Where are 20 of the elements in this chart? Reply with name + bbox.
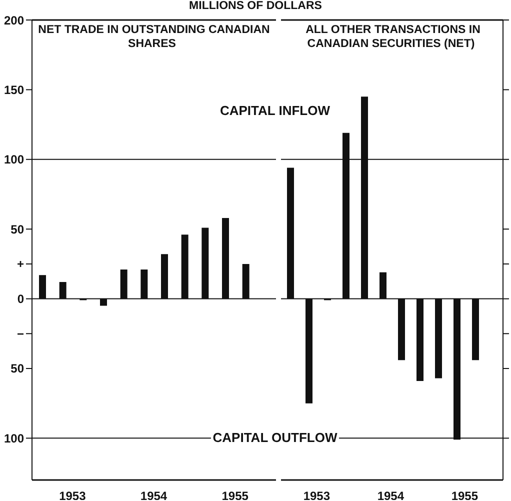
y-tick-label: 150	[4, 82, 24, 97]
y-tick-label: 50	[10, 362, 24, 376]
text: ALL OTHER TRANSACTIONS IN CANADIAN SECURITIES (NET)	[304, 24, 480, 50]
annotation: CAPITAL INFLOW	[218, 102, 332, 118]
text: NET TRADE IN OUTSTANDING CANADIAN SHARES	[36, 24, 270, 50]
y-tick-label: 50	[10, 222, 24, 236]
y-tick-label: +	[16, 257, 24, 272]
y-tick-label: 0	[17, 292, 24, 306]
x-tick-label: 1953	[303, 489, 330, 501]
x-tick-label: 1953	[59, 489, 86, 501]
y-tick-label: 200	[4, 13, 24, 28]
y-tick-label: −	[16, 326, 24, 341]
y-tick-label: 100	[4, 152, 24, 167]
x-tick-label: 1954	[377, 489, 404, 501]
x-tick-label: 1954	[140, 489, 168, 501]
x-tick-label: 1955	[451, 489, 478, 501]
annotation: CAPITAL OUTFLOW	[210, 430, 340, 446]
chart-title: MILLIONS OF DOLLARS	[188, 0, 323, 12]
y-tick-label: 100	[4, 431, 24, 446]
x-tick-label: 1955	[222, 489, 249, 501]
